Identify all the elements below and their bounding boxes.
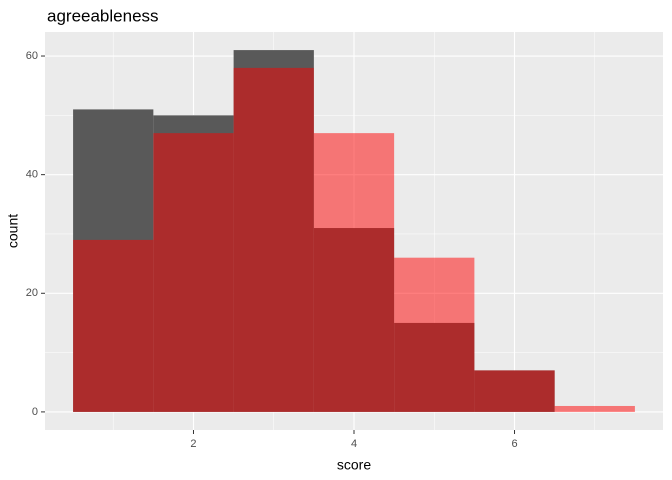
histogram-bar (73, 239, 154, 412)
histogram-bar (153, 133, 234, 412)
chart-title: agreeableness (47, 6, 159, 25)
y-tick-label: 0 (32, 406, 38, 418)
y-tick-label: 60 (26, 50, 38, 62)
y-axis-label: count (5, 214, 21, 248)
x-tick-label: 6 (511, 438, 517, 450)
histogram-bar (233, 67, 314, 412)
histogram-bar (554, 405, 635, 412)
x-tick-label: 4 (351, 438, 357, 450)
x-axis-label: score (337, 457, 371, 473)
y-tick-label: 40 (26, 169, 38, 181)
histogram-bar (474, 370, 555, 412)
histogram-bar (394, 257, 475, 412)
histogram-bar (313, 133, 395, 412)
x-tick-label: 2 (190, 438, 196, 450)
y-tick-label: 20 (26, 287, 38, 299)
